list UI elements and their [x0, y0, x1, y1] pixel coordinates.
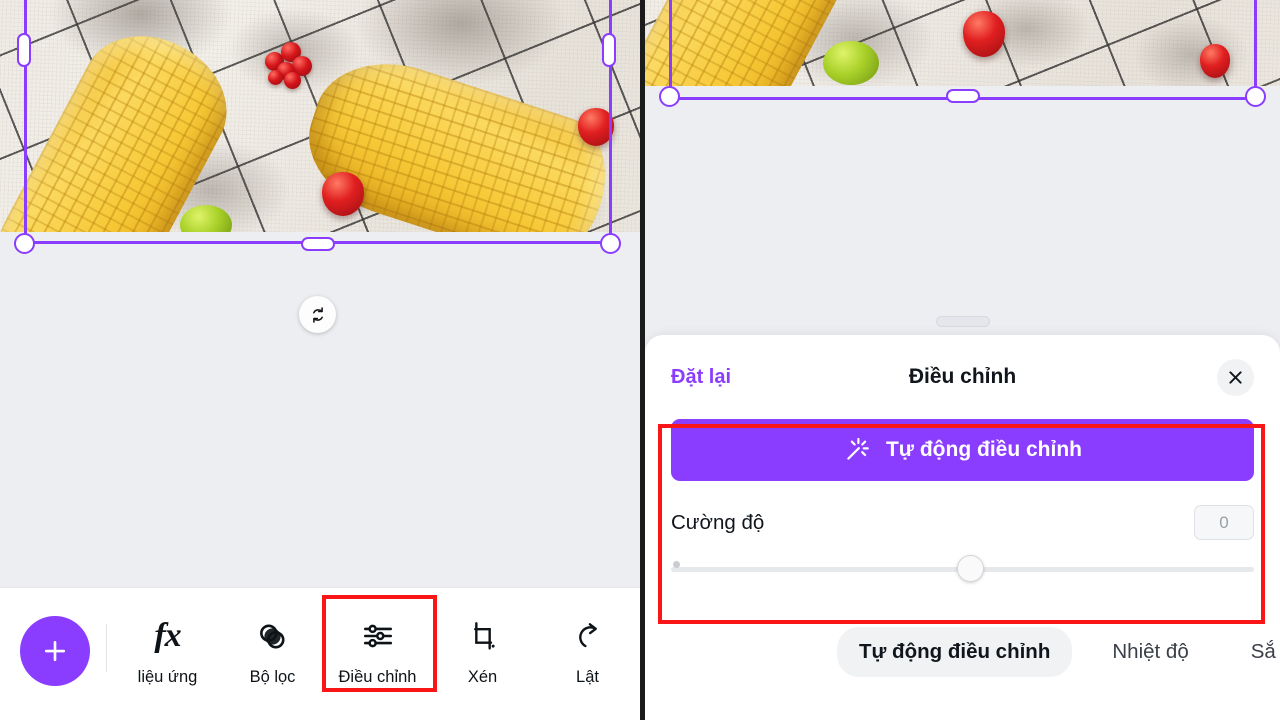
tab-tint[interactable]: Sắ: [1250, 640, 1276, 663]
resize-handle-right[interactable]: [602, 33, 616, 67]
currant-berry: [268, 70, 283, 85]
toolbar-item-label: Bộ lọc: [249, 668, 296, 686]
tab-auto-adjust[interactable]: Tự động điều chỉnh: [837, 627, 1073, 677]
close-button[interactable]: [1217, 358, 1254, 396]
resize-handle-bottom-right[interactable]: [600, 233, 621, 254]
currant-berry: [284, 72, 301, 89]
add-button[interactable]: [20, 616, 90, 686]
resize-handle-bottom[interactable]: [301, 237, 335, 251]
photo-canvas[interactable]: [0, 0, 640, 232]
toolbar-item-adjust[interactable]: Điều chỉnh: [325, 602, 430, 687]
screen-divider: [640, 0, 645, 720]
tomato: [322, 172, 364, 216]
auto-adjust-button[interactable]: Tự động điều chỉnh: [671, 419, 1254, 481]
adjust-bottom-sheet: Đặt lại Điều chỉnh Tự động điều: [645, 335, 1280, 720]
resize-handle-bottom-left[interactable]: [14, 233, 35, 254]
crop-icon: [473, 622, 495, 650]
slider-thumb[interactable]: [956, 555, 984, 582]
toolbar-item-label: liệu ứng: [137, 668, 198, 686]
toolbar-item-flip[interactable]: Lật: [535, 602, 640, 687]
resize-handle-left[interactable]: [17, 33, 31, 67]
reset-button[interactable]: Đặt lại: [671, 365, 732, 388]
fx-icon: fx: [154, 617, 181, 654]
plus-icon: [44, 640, 66, 662]
resize-handle-bottom-right[interactable]: [1245, 86, 1266, 107]
rotate-icon: [312, 306, 323, 323]
auto-adjust-label: Tự động điều chỉnh: [885, 438, 1082, 461]
tab-temperature[interactable]: Nhiệt độ: [1112, 640, 1189, 663]
slider-origin-dot: [673, 561, 680, 568]
intensity-value[interactable]: 0: [1194, 505, 1254, 540]
lime: [823, 41, 879, 85]
intensity-label: Cường độ: [671, 510, 765, 534]
toolbar-item-crop[interactable]: Xén: [430, 602, 535, 687]
lime: [180, 205, 232, 232]
bottom-toolbar: fx liệu ứng Bộ lọc: [0, 587, 640, 720]
intensity-slider[interactable]: [671, 554, 1254, 582]
tomato: [1200, 44, 1230, 78]
adjust-tabs: Tự động điều chỉnh Nhiệt độ Sắ: [645, 602, 1280, 684]
magic-wand-icon: [847, 437, 869, 460]
left-phone-screen: fx liệu ứng Bộ lọc: [0, 0, 640, 720]
tomato: [963, 11, 1005, 57]
flip-icon: [578, 623, 597, 648]
close-icon: [1229, 370, 1242, 384]
toolbar-item-effects[interactable]: fx liệu ứng: [115, 602, 220, 687]
resize-handle-bottom[interactable]: [946, 89, 980, 103]
toolbar-item-label: Xén: [467, 668, 498, 686]
sliders-icon: [363, 624, 392, 648]
filter-circles-icon: [260, 623, 285, 649]
photo-canvas[interactable]: [645, 0, 1280, 86]
tomato: [578, 108, 614, 146]
toolbar-item-label: Lật: [576, 668, 599, 686]
rotate-button[interactable]: [299, 296, 336, 333]
resize-handle-bottom-left[interactable]: [659, 86, 680, 107]
currant-berry: [292, 56, 312, 76]
sheet-title: Điều chỉnh: [908, 365, 1017, 388]
sheet-drag-handle[interactable]: [935, 316, 990, 327]
toolbar-item-label: Điều chỉnh: [338, 668, 417, 686]
sheet-header: Đặt lại Điều chỉnh: [645, 335, 1280, 419]
right-phone-screen: Đặt lại Điều chỉnh Tự động điều: [645, 0, 1280, 720]
intensity-row: Cường độ 0: [671, 505, 1254, 540]
toolbar-divider: [106, 624, 107, 672]
toolbar-item-filters[interactable]: Bộ lọc: [220, 602, 325, 687]
